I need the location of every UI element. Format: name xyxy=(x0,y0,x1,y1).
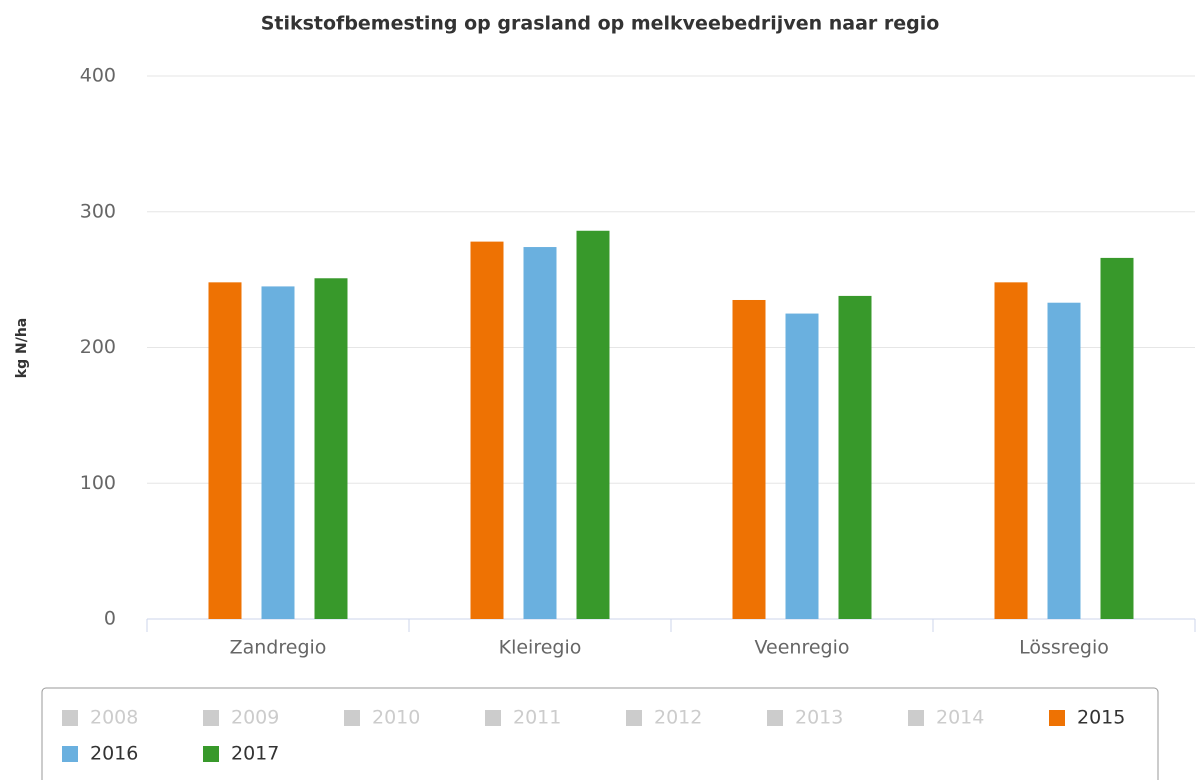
legend-swatch[interactable] xyxy=(62,710,78,726)
legend-label[interactable]: 2013 xyxy=(795,707,843,729)
y-tick-label: 300 xyxy=(80,200,116,222)
x-tick-label: Zandregio xyxy=(230,637,327,659)
legend-swatch[interactable] xyxy=(344,710,360,726)
legend-label[interactable]: 2010 xyxy=(372,707,420,729)
y-tick-label: 400 xyxy=(80,65,116,87)
x-tick-label: Lössregio xyxy=(1019,637,1109,659)
bar xyxy=(994,282,1028,619)
bar xyxy=(1047,302,1081,619)
bar xyxy=(261,286,295,619)
bar xyxy=(785,313,819,619)
y-tick-label: 0 xyxy=(104,608,116,630)
bar xyxy=(314,278,348,619)
bar xyxy=(576,230,610,619)
legend-label[interactable]: 2014 xyxy=(936,707,984,729)
y-axis-label: kg N/ha xyxy=(14,318,30,378)
x-tick-label: Veenregio xyxy=(755,637,850,659)
legend-label[interactable]: 2012 xyxy=(654,707,702,729)
chart-title: Stikstofbemesting op grasland op melkvee… xyxy=(261,13,940,35)
legend-swatch[interactable] xyxy=(203,710,219,726)
legend-swatch[interactable] xyxy=(62,746,78,762)
y-tick-label: 200 xyxy=(80,336,116,358)
legend-label[interactable]: 2011 xyxy=(513,707,561,729)
legend-label[interactable]: 2015 xyxy=(1077,707,1125,729)
legend-label[interactable]: 2017 xyxy=(231,743,279,765)
bar xyxy=(1100,257,1134,619)
legend-swatch[interactable] xyxy=(1049,710,1065,726)
legend-swatch[interactable] xyxy=(767,710,783,726)
legend-swatch[interactable] xyxy=(203,746,219,762)
legend-swatch[interactable] xyxy=(908,710,924,726)
bar xyxy=(470,241,504,620)
bar xyxy=(208,282,242,619)
x-tick-label: Kleiregio xyxy=(499,637,582,659)
legend-label[interactable]: 2008 xyxy=(90,707,138,729)
bar xyxy=(732,299,766,619)
bar xyxy=(523,247,557,620)
legend-swatch[interactable] xyxy=(485,710,501,726)
bar xyxy=(838,295,872,619)
legend-box xyxy=(41,687,1159,780)
legend-label[interactable]: 2009 xyxy=(231,707,279,729)
legend-swatch[interactable] xyxy=(626,710,642,726)
y-tick-label: 100 xyxy=(80,472,116,494)
legend-label[interactable]: 2016 xyxy=(90,743,138,765)
